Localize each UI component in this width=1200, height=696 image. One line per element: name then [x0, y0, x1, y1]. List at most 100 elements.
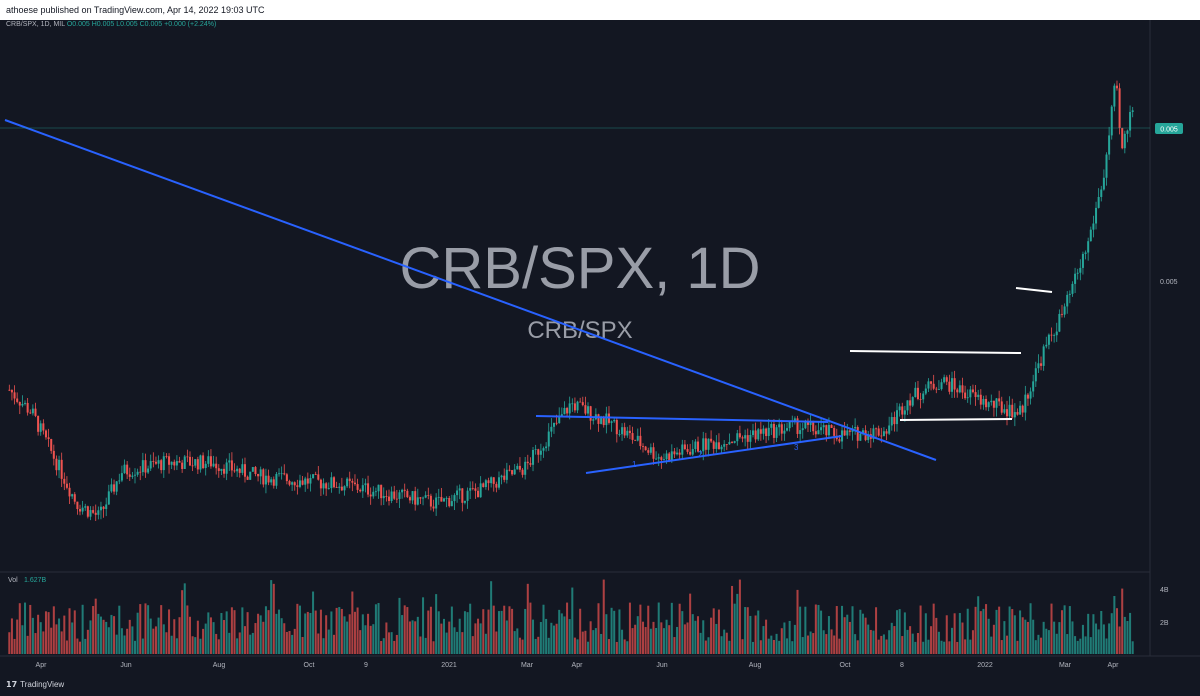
- volume-bar: [463, 611, 466, 654]
- volume-bar: [249, 634, 252, 654]
- support-level-line[interactable]: [899, 418, 1013, 421]
- volume-bar: [380, 641, 383, 654]
- candle-body: [202, 455, 205, 469]
- tradingview-brand[interactable]: 17 TradingView: [6, 680, 64, 689]
- volume-bar: [589, 621, 592, 654]
- volume-bar: [1074, 636, 1077, 654]
- volume-bar: [804, 606, 807, 654]
- candle-body: [1071, 283, 1074, 294]
- volume-bar: [780, 628, 783, 654]
- candle-body: [526, 461, 529, 464]
- volume-bar: [55, 624, 58, 654]
- candle-body: [903, 410, 906, 415]
- candle-body: [958, 385, 961, 393]
- candle-body: [1019, 405, 1022, 415]
- candle-body: [642, 446, 645, 447]
- volume-bar: [374, 604, 377, 654]
- volume-bar: [312, 591, 315, 654]
- candle-body: [901, 406, 904, 415]
- volume-bar: [1055, 633, 1058, 654]
- volume-bar: [118, 605, 121, 654]
- volume-bar: [856, 640, 859, 654]
- symbol-legend[interactable]: CRB/SPX, 1D, MIL O0.005 H0.005 L0.005 C0…: [6, 21, 216, 28]
- candle-body: [953, 378, 956, 390]
- volume-bar: [128, 619, 131, 654]
- volume-bar: [63, 615, 66, 654]
- volume-bar: [683, 624, 686, 654]
- volume-bar: [196, 620, 199, 654]
- candle-body: [545, 446, 548, 449]
- candle-body: [1045, 344, 1048, 347]
- triangle-top-line[interactable]: [535, 415, 829, 423]
- candlestick-chart[interactable]: CRB/SPX, 1D CRB/SPX 1 2 3 0.005 0.005 4B…: [0, 20, 1200, 676]
- time-axis-tick: Apr: [1108, 662, 1120, 669]
- candle-body: [579, 401, 582, 403]
- volume-bar: [325, 615, 328, 654]
- volume-bar: [448, 621, 451, 654]
- candle-body: [720, 446, 723, 450]
- volume-bar: [246, 612, 249, 654]
- resistance-level-line[interactable]: [849, 350, 1022, 354]
- candle-body: [707, 438, 710, 450]
- breakout-level-line[interactable]: [1015, 287, 1053, 293]
- candle-body: [113, 484, 116, 492]
- volume-legend-value: 1.627B: [24, 577, 47, 584]
- candle-body: [144, 460, 147, 473]
- candle-body: [128, 474, 131, 477]
- triangle-bottom-line[interactable]: [585, 435, 843, 474]
- volume-bar: [880, 635, 883, 654]
- candle-body: [746, 435, 749, 442]
- candle-body: [812, 422, 815, 432]
- candle-body: [301, 480, 304, 485]
- candle-body: [615, 419, 618, 435]
- candle-body: [1047, 334, 1050, 345]
- volume-bar: [537, 636, 540, 654]
- volume-bar: [181, 590, 184, 654]
- volume-bar: [1008, 606, 1011, 654]
- candle-body: [1079, 267, 1082, 273]
- volume-bar: [814, 604, 817, 654]
- candle-body: [568, 403, 571, 414]
- candle-body: [1115, 85, 1118, 89]
- volume-bar: [885, 639, 888, 654]
- last-price-tag-text: 0.005: [1160, 127, 1178, 134]
- candle-body: [652, 447, 655, 459]
- candle-body: [463, 500, 466, 503]
- candle-body: [73, 494, 76, 502]
- volume-bar: [497, 611, 500, 654]
- candle-body: [875, 428, 878, 430]
- volume-bar: [1013, 615, 1016, 654]
- volume-bar: [707, 637, 710, 654]
- volume-bar: [482, 609, 485, 654]
- candle-body: [793, 418, 796, 421]
- candle-body: [1021, 405, 1024, 413]
- candle-body: [943, 377, 946, 383]
- candle-body: [888, 425, 891, 434]
- candle-body: [1034, 368, 1037, 382]
- volume-bar: [953, 613, 956, 654]
- volume-bar: [505, 620, 508, 654]
- volume-bar: [270, 580, 273, 654]
- volume-bar: [513, 631, 516, 654]
- volume-bar: [848, 621, 851, 654]
- volume-bar: [306, 611, 309, 654]
- volume-bar: [322, 638, 325, 654]
- candle-body: [422, 497, 425, 499]
- volume-bar: [518, 637, 521, 654]
- candle-body: [1131, 110, 1134, 112]
- volume-bar: [175, 638, 178, 654]
- candle-body: [736, 433, 739, 442]
- volume-bar: [94, 598, 97, 654]
- candle-body: [288, 481, 291, 485]
- volume-bar: [241, 607, 244, 654]
- time-axis-tick: Aug: [213, 662, 226, 669]
- volume-bar: [411, 620, 414, 654]
- candle-body: [147, 468, 150, 473]
- volume-bar: [1087, 613, 1090, 654]
- volume-bar: [1024, 619, 1027, 654]
- symbol-label: CRB/SPX, 1D, MIL: [6, 21, 65, 28]
- candle-body: [767, 427, 770, 437]
- long-downtrend-line[interactable]: [4, 119, 937, 461]
- candle-body: [524, 461, 527, 475]
- candle-body: [65, 483, 68, 488]
